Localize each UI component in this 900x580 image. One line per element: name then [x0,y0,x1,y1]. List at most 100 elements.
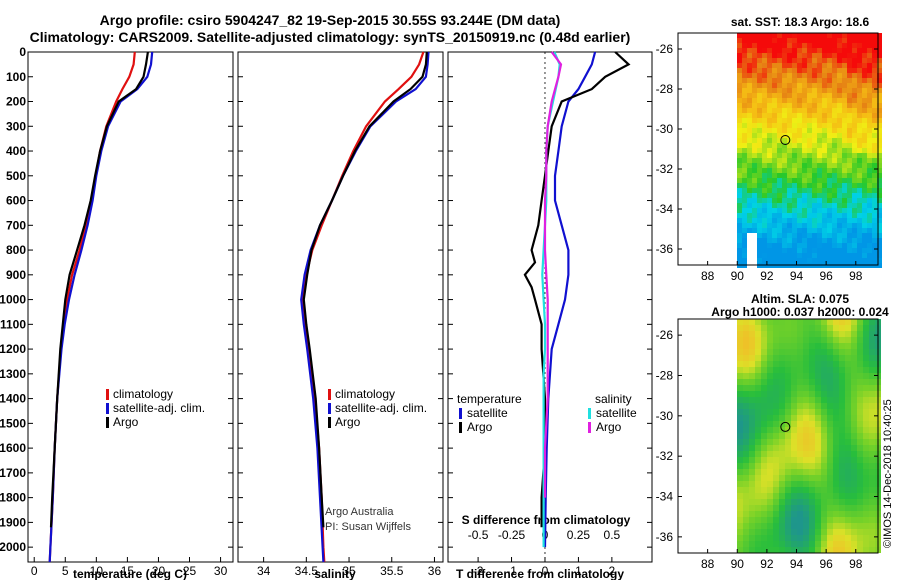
sla-map-cell [815,457,821,463]
sst-map-cell [797,43,802,48]
sla-map-cell [815,409,821,415]
sla-map-title-1: Altim. SLA: 0.075 [750,292,850,306]
sst-map-cell [812,238,817,243]
sla-map-cell [863,481,869,487]
sla-map-cell [863,343,869,349]
sst-map-cell [797,113,802,118]
sla-map-cell [857,439,863,445]
sla-map-cell [869,373,875,379]
sla-map-cell [785,349,791,355]
sst-map-cell [807,108,812,113]
sla-map-cell [863,517,869,523]
sst-map-cell [767,178,772,183]
sst-map-cell [802,43,807,48]
sla-map-cell [767,523,773,529]
sla-map-cell [737,451,743,457]
sla-map-cell [755,469,761,475]
sla-map-cell [803,385,809,391]
sst-map-cell [852,188,857,193]
sla-map-cell [785,439,791,445]
sla-map-cell [773,385,779,391]
sla-map-cell [803,391,809,397]
sla-map-cell [869,463,875,469]
sla-map-cell [785,391,791,397]
sst-map-cell [762,148,767,153]
sla-map-cell [737,433,743,439]
legend-swatch [588,408,591,419]
sst-map-cell [857,213,862,218]
depth-tick-label: 400 [6,144,26,158]
sst-map-cell [802,188,807,193]
sla-map-cell [749,415,755,421]
sst-map-cell [752,68,757,73]
sla-map-cell [761,463,767,469]
sst-map-cell [812,228,817,233]
sla-map-cell [791,493,797,499]
sst-map-cell [767,103,772,108]
sst-map-cell [817,248,822,253]
sst-map-cell [742,68,747,73]
sst-map-cell [757,68,762,73]
sst-map-cell [807,58,812,63]
sst-map-cell [757,93,762,98]
sst-map-cell [797,78,802,83]
sla-map-cell [821,325,827,331]
sst-map-cell [752,178,757,183]
sst-map-cell [862,123,867,128]
sst-map-cell [747,118,752,123]
sst-map-cell [772,253,777,258]
sla-map-cell [857,469,863,475]
sst-map-cell [737,108,742,113]
sst-map-cell [817,138,822,143]
sla-map-cell [827,433,833,439]
sla-map-cell [785,409,791,415]
sst-map-cell [767,118,772,123]
sst-map-cell [737,118,742,123]
sla-map-cell [863,547,869,553]
sst-map-cell [807,73,812,78]
sla-map-cell [815,505,821,511]
sst-map-cell [772,143,777,148]
sst-map-cell [877,123,882,128]
sla-map-cell [863,385,869,391]
sst-map-cell [847,208,852,213]
sst-map-cell [807,83,812,88]
sst-map-cell [842,38,847,43]
sla-map-cell [743,487,749,493]
sla-map-cell [803,541,809,547]
sla-map-cell [749,373,755,379]
sla-map-cell [827,493,833,499]
sst-map-cell [867,148,872,153]
sst-map-cell [812,163,817,168]
sla-map-cell [803,505,809,511]
sla-map-cell [863,415,869,421]
sst-map-cell [847,178,852,183]
sst-map-cell [762,243,767,248]
sla-map-cell [863,445,869,451]
sst-map-cell [782,228,787,233]
sla-map-cell [827,529,833,535]
sla-map-cell [761,439,767,445]
sst-map-cell [857,68,862,73]
sst-map-cell [877,93,882,98]
sla-map-cell [863,469,869,475]
sla-map-cell [821,469,827,475]
sla-map-cell [755,487,761,493]
sst-map-cell [797,98,802,103]
sst-map-cell [877,233,882,238]
sla-map-cell [779,535,785,541]
sla-map-cell [785,529,791,535]
sla-map-cell [845,427,851,433]
sst-map-cell [832,178,837,183]
sla-map-cell [761,547,767,553]
sla-map-cell [851,379,857,385]
sst-map-cell [862,33,867,38]
sst-map-cell [817,133,822,138]
sst-map-cell [862,53,867,58]
sla-map-cell [809,337,815,343]
sla-map-cell [809,397,815,403]
sst-map-cell [802,108,807,113]
sla-map-cell [827,511,833,517]
sst-map-cell [827,33,832,38]
sst-map-cell [807,143,812,148]
